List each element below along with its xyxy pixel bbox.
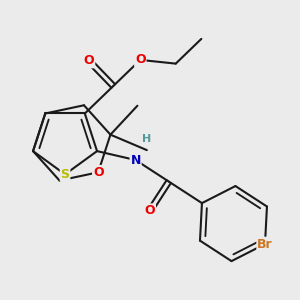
Text: H: H: [142, 134, 152, 144]
Text: O: O: [135, 53, 146, 66]
Text: O: O: [93, 166, 104, 179]
Text: Br: Br: [257, 238, 273, 250]
Text: S: S: [61, 168, 70, 181]
Text: O: O: [145, 204, 155, 217]
Text: N: N: [130, 154, 141, 166]
Text: O: O: [84, 55, 94, 68]
